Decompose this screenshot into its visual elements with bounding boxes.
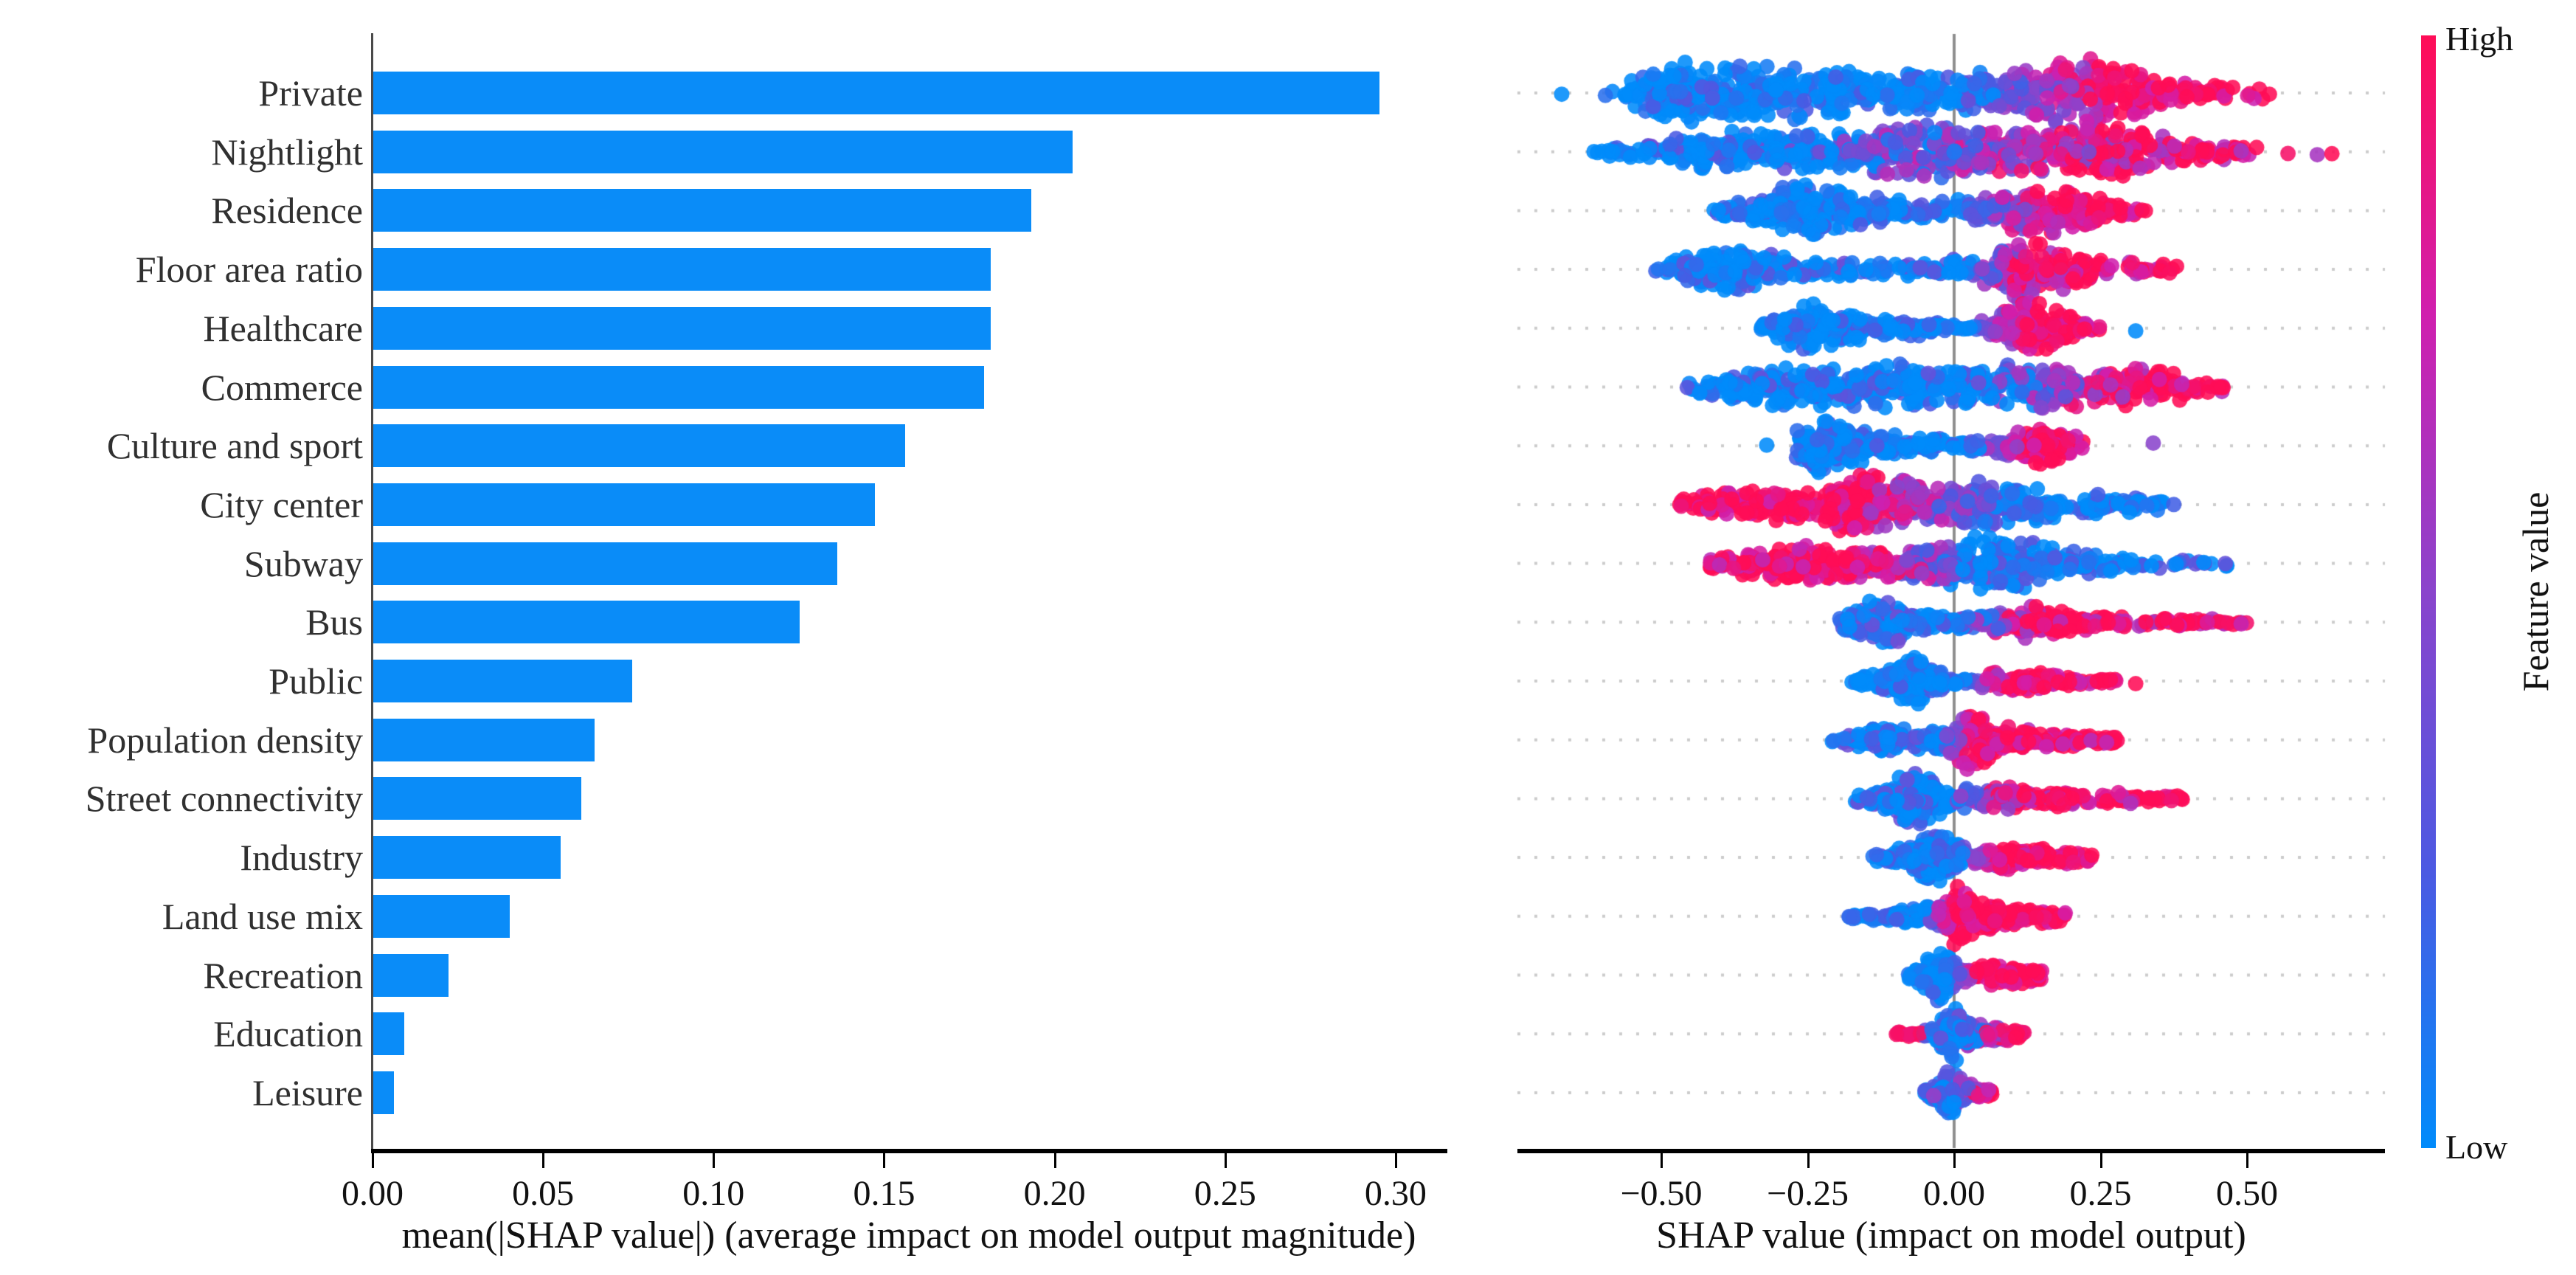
colorbar-high-label: High [2445,20,2513,58]
x-tick-label: 0.00 [342,1174,404,1213]
feature-label: Private [258,72,363,114]
beeswarm-panel-x-axis-label: SHAP value (impact on model output) [1656,1214,2246,1257]
feature-label: Healthcare [203,307,363,349]
mean-shap-bar [373,718,595,761]
feature-label: Public [269,660,363,702]
x-tick-mark [1053,1153,1056,1168]
x-tick-label: −0.50 [1620,1174,1703,1213]
x-tick-label: 0.10 [682,1174,745,1213]
mean-shap-bar [373,306,991,350]
feature-label: Industry [240,837,363,879]
x-tick-label: 0.25 [1194,1174,1256,1213]
colorbar-title: Feature value [2515,491,2556,692]
feature-value-colorbar [2421,35,2436,1148]
x-tick-mark [1807,1153,1810,1168]
x-tick-mark [1394,1153,1397,1168]
feature-label: Bus [305,601,363,643]
x-tick-label: 0.15 [853,1174,915,1213]
bar-panel-bottom-spine [371,1149,1447,1153]
bar-panel-x-axis-label: mean(|SHAP value|) (average impact on mo… [401,1214,1416,1257]
feature-label: Residence [211,190,363,232]
x-tick-mark [1224,1153,1227,1168]
feature-label: Culture and sport [106,425,363,467]
x-tick-label: 0.25 [2069,1174,2132,1213]
feature-label: Subway [243,542,363,584]
mean-shap-bar [373,365,984,409]
mean-shap-bar [373,777,581,820]
mean-shap-bar [373,542,837,585]
feature-label: Population density [87,719,363,761]
beeswarm-panel-bottom-spine [1517,1149,2385,1153]
mean-shap-bar [373,483,875,526]
mean-shap-bar [373,836,561,880]
colorbar-low-label: Low [2445,1128,2508,1166]
mean-shap-bar [373,424,905,468]
feature-label: Recreation [203,954,363,996]
x-tick-mark [883,1153,886,1168]
x-tick-mark [542,1153,545,1168]
mean-shap-bar [373,1071,394,1114]
x-tick-label: 0.20 [1023,1174,1086,1213]
mean-shap-bar [373,953,449,997]
x-tick-mark [713,1153,716,1168]
x-tick-mark [1953,1153,1956,1168]
x-tick-label: 0.30 [1364,1174,1427,1213]
feature-label: City center [200,483,363,525]
feature-label: Leisure [252,1071,363,1113]
mean-shap-bar [373,601,800,644]
x-tick-mark [372,1153,374,1168]
mean-shap-bar [373,72,1379,114]
bar-panel-left-spine [371,33,373,1151]
feature-label: Land use mix [162,895,363,937]
x-tick-label: 0.00 [1923,1174,1985,1213]
x-tick-mark [2246,1153,2248,1168]
feature-label: Commerce [201,366,363,408]
mean-shap-bar [373,1012,404,1056]
mean-shap-bar [373,130,1073,173]
x-tick-label: −0.25 [1766,1174,1849,1213]
feature-label: Education [213,1013,363,1055]
feature-label: Nightlight [211,131,363,173]
x-tick-label: 0.50 [2216,1174,2278,1213]
mean-shap-bar [373,189,1031,232]
feature-label: Street connectivity [85,778,363,820]
feature-label: Floor area ratio [135,249,363,291]
mean-shap-bar [373,660,632,702]
x-tick-mark [1661,1153,1663,1168]
mean-shap-bar [373,248,991,291]
mean-shap-bar [373,894,510,938]
x-tick-label: 0.05 [512,1174,575,1213]
x-tick-mark [2099,1153,2102,1168]
